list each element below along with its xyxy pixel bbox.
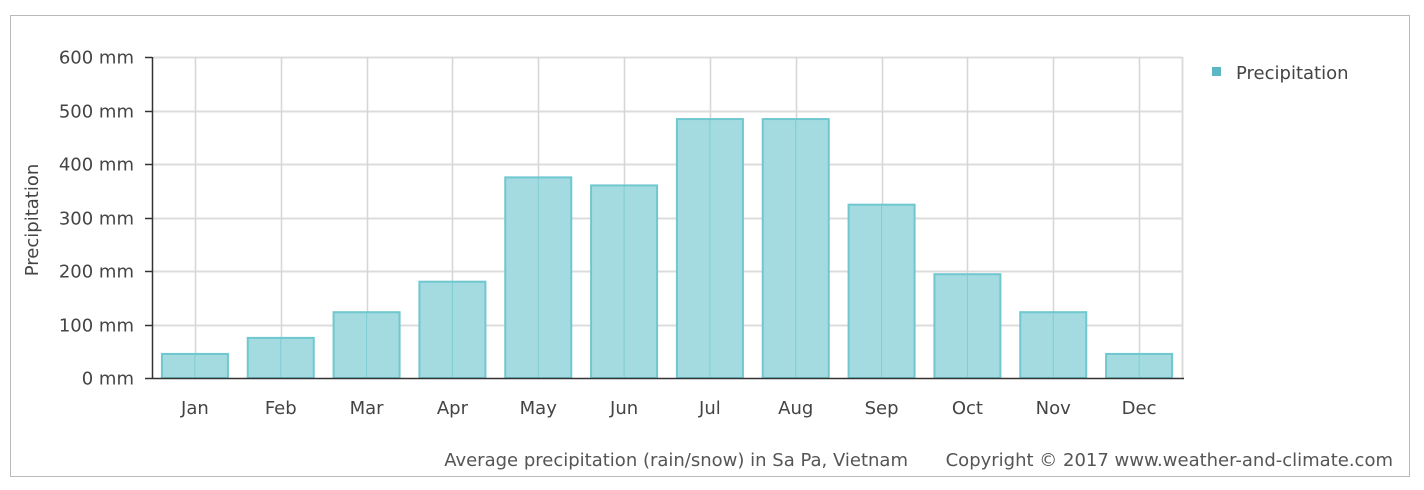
- x-tick-label: Aug: [778, 398, 813, 419]
- x-tick-labels: Jan Feb Mar Apr May Jun Jul Aug Sep Oct Nov Dec: [180, 398, 1156, 419]
- y-tick-label: 100 mm: [59, 316, 134, 337]
- bars: [160, 118, 1174, 380]
- y-tick-label: 0 mm: [82, 369, 134, 390]
- x-tick-label: Apr: [437, 398, 469, 419]
- y-tick-label: 500 mm: [59, 102, 134, 123]
- x-tick-label: May: [520, 398, 558, 419]
- x-tick-label: Jan: [180, 398, 209, 419]
- chart-caption: Average precipitation (rain/snow) in Sa …: [444, 450, 908, 471]
- legend-label: Precipitation: [1236, 63, 1349, 84]
- y-tick-labels: 0 mm 100 mm 200 mm 300 mm 400 mm 500 mm 600 mm: [59, 48, 134, 390]
- x-tick-label: Sep: [865, 398, 899, 419]
- grid-lines: [152, 56, 1184, 378]
- y-axis-label: Precipitation: [22, 164, 43, 277]
- y-tick-label: 600 mm: [59, 48, 134, 69]
- x-tick-label: Oct: [952, 398, 983, 419]
- y-tick-label: 300 mm: [59, 209, 134, 230]
- y-tick-label: 200 mm: [59, 262, 134, 283]
- legend-marker: [1212, 67, 1221, 76]
- x-tick-label: Mar: [350, 398, 385, 419]
- x-tick-label: Dec: [1122, 398, 1157, 419]
- x-tick-label: Nov: [1036, 398, 1071, 419]
- legend: Precipitation: [1212, 63, 1349, 84]
- x-tick-label: Jul: [698, 398, 721, 419]
- axes: [145, 56, 1184, 380]
- x-tick-label: Feb: [265, 398, 297, 419]
- copyright-text: Copyright © 2017 www.weather-and-climate…: [946, 450, 1393, 471]
- y-tick-label: 400 mm: [59, 155, 134, 176]
- x-tick-label: Jun: [609, 398, 638, 419]
